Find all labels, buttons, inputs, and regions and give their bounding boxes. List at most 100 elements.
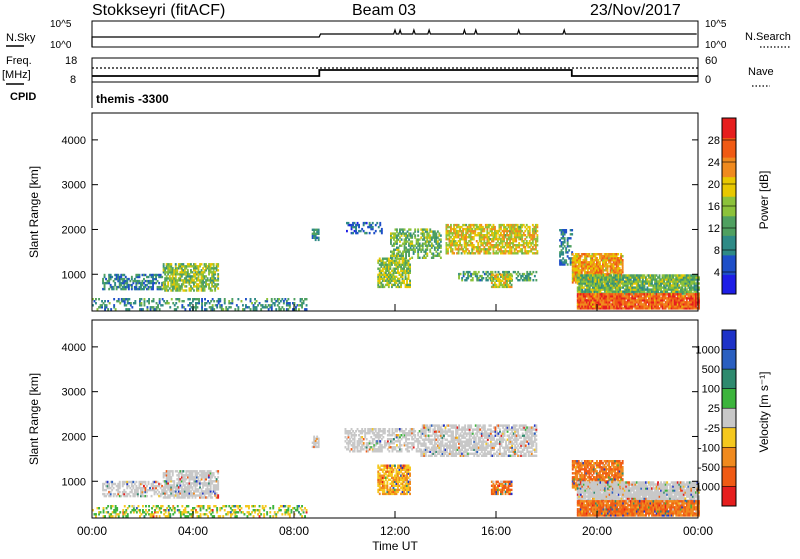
power-echo-cell xyxy=(271,298,273,300)
velocity-echo-cell xyxy=(148,505,150,507)
power-echo-cell xyxy=(175,263,177,265)
freq-panel: Freq. [MHz] 18 8 60 0 Nave xyxy=(2,55,774,86)
power-echo-cell xyxy=(283,308,285,310)
power-echo-cell xyxy=(98,298,100,300)
power-echo-cell xyxy=(131,306,133,308)
power-echo-cell xyxy=(440,251,442,253)
velocity-echo-cell xyxy=(209,505,211,507)
power-echo-cell xyxy=(171,298,173,300)
power-echo-cell xyxy=(204,287,206,289)
power-echo-cell xyxy=(405,255,407,257)
velocity-echo-cell xyxy=(135,481,137,483)
power-echo-cell xyxy=(170,263,172,265)
velocity-echo-cell xyxy=(138,505,140,507)
date-label: 23/Nov/2017 xyxy=(590,2,681,19)
velocity-echo-cell xyxy=(173,480,175,482)
power-echo-cell xyxy=(216,304,218,306)
beam-label: Beam 03 xyxy=(352,2,416,19)
velocity-echo-cell xyxy=(178,509,180,511)
power-echo-cell xyxy=(275,308,277,310)
power-echo-cell xyxy=(409,258,411,260)
velocity-echo-cell xyxy=(122,509,124,511)
power-echo-cell xyxy=(496,234,498,236)
power-echo-cell xyxy=(564,233,566,235)
velocity-echo-cell xyxy=(148,509,150,511)
nsky-tick-bottom: 10^0 xyxy=(50,40,72,51)
velocity-echo-cell xyxy=(216,511,218,513)
power-echo-cell xyxy=(467,277,469,279)
power-echo-cell xyxy=(346,230,348,232)
power-echo-cell xyxy=(181,275,183,277)
power-echo-cell xyxy=(440,234,442,236)
velocity-echo-cell xyxy=(213,515,215,517)
power-echo-cell xyxy=(198,287,200,289)
power-echo-cell xyxy=(617,253,619,255)
power-echo-cell xyxy=(271,304,273,306)
velocity-echo-cell xyxy=(172,470,174,472)
velocity-echo-cell xyxy=(165,511,167,513)
power-echo-cell xyxy=(562,257,564,259)
velocity-echo-cell xyxy=(224,509,226,511)
power-echo-cell xyxy=(131,276,133,278)
power-echo-cell xyxy=(115,308,117,310)
velocity-echo-cell xyxy=(179,482,181,484)
velocity-echo-cell xyxy=(272,505,274,507)
power-echo-cell xyxy=(294,298,296,300)
power-echo-cell xyxy=(481,275,483,277)
power-echo-cell xyxy=(570,237,572,239)
power-echo-cell xyxy=(211,289,213,291)
power-echo-cell xyxy=(95,298,97,300)
velocity-echo-cell xyxy=(236,515,238,517)
power-echo-cell xyxy=(532,279,534,281)
power-echo-cell xyxy=(95,302,97,304)
velocity-echo-cell xyxy=(156,515,158,517)
power-echo-cell xyxy=(301,304,303,306)
nsky-tick-top: 10^5 xyxy=(50,19,72,30)
power-echo-cell xyxy=(409,280,411,282)
power-echo-cell xyxy=(622,259,624,261)
velocity-echo-cell xyxy=(260,513,262,515)
power-echo-cell xyxy=(497,274,499,276)
power-echo-cell xyxy=(172,302,174,304)
nave-tick-bottom: 0 xyxy=(705,74,711,86)
velocity-echo-cell xyxy=(248,505,250,507)
power-echo-cell xyxy=(201,298,203,300)
power-echo-cell xyxy=(417,228,419,230)
power-echo-cell xyxy=(622,255,624,257)
power-echo-cell xyxy=(161,276,163,278)
power-echo-cell xyxy=(536,244,538,246)
power-echo-cell xyxy=(157,304,159,306)
power-echo-cell xyxy=(521,248,523,250)
power-echo-cell xyxy=(529,226,531,228)
power-echo-cell xyxy=(118,298,120,300)
freq-tick-bottom: 8 xyxy=(70,74,76,86)
power-echo-cell xyxy=(204,304,206,306)
velocity-echo-cell xyxy=(124,505,126,507)
velocity-echo-cell xyxy=(103,511,105,513)
power-echo-cell xyxy=(185,285,187,287)
power-echo-cell xyxy=(104,274,106,276)
power-echo-cell xyxy=(113,298,115,300)
velocity-echo-cell xyxy=(169,513,171,515)
nsky-label: N.Sky xyxy=(6,32,36,44)
velocity-echo-cell xyxy=(102,485,104,487)
power-echo-cell xyxy=(198,275,200,277)
velocity-echo-cell xyxy=(148,481,150,483)
velocity-echo-cell xyxy=(219,515,221,517)
power-y-label: Slant Range [km] xyxy=(27,166,41,258)
power-echo-cell xyxy=(206,308,208,310)
power-echo-cell xyxy=(366,232,368,234)
power-echo-cell xyxy=(417,234,419,236)
power-echo-cell xyxy=(536,250,538,252)
power-echo-cell xyxy=(372,222,374,224)
power-echo-cell xyxy=(231,298,233,300)
velocity-echo-cell xyxy=(254,511,256,513)
velocity-echo-cell xyxy=(259,505,261,507)
power-echo-cell xyxy=(473,248,475,250)
velocity-echo-cell xyxy=(100,511,102,513)
power-echo-cell xyxy=(511,278,513,280)
power-echoes xyxy=(92,222,700,311)
nsearch-label: N.Search xyxy=(745,31,791,43)
power-echo-cell xyxy=(266,298,268,300)
